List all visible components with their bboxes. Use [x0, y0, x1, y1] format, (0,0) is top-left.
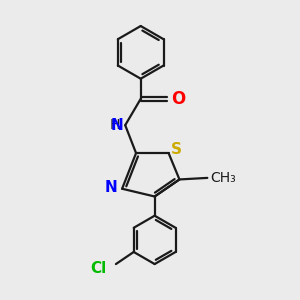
Text: CH₃: CH₃	[210, 171, 236, 185]
Text: S: S	[171, 142, 182, 157]
Text: Cl: Cl	[90, 261, 106, 276]
Text: O: O	[171, 90, 185, 108]
Text: H: H	[109, 118, 120, 132]
Text: N: N	[111, 118, 124, 133]
Text: N: N	[105, 180, 118, 195]
